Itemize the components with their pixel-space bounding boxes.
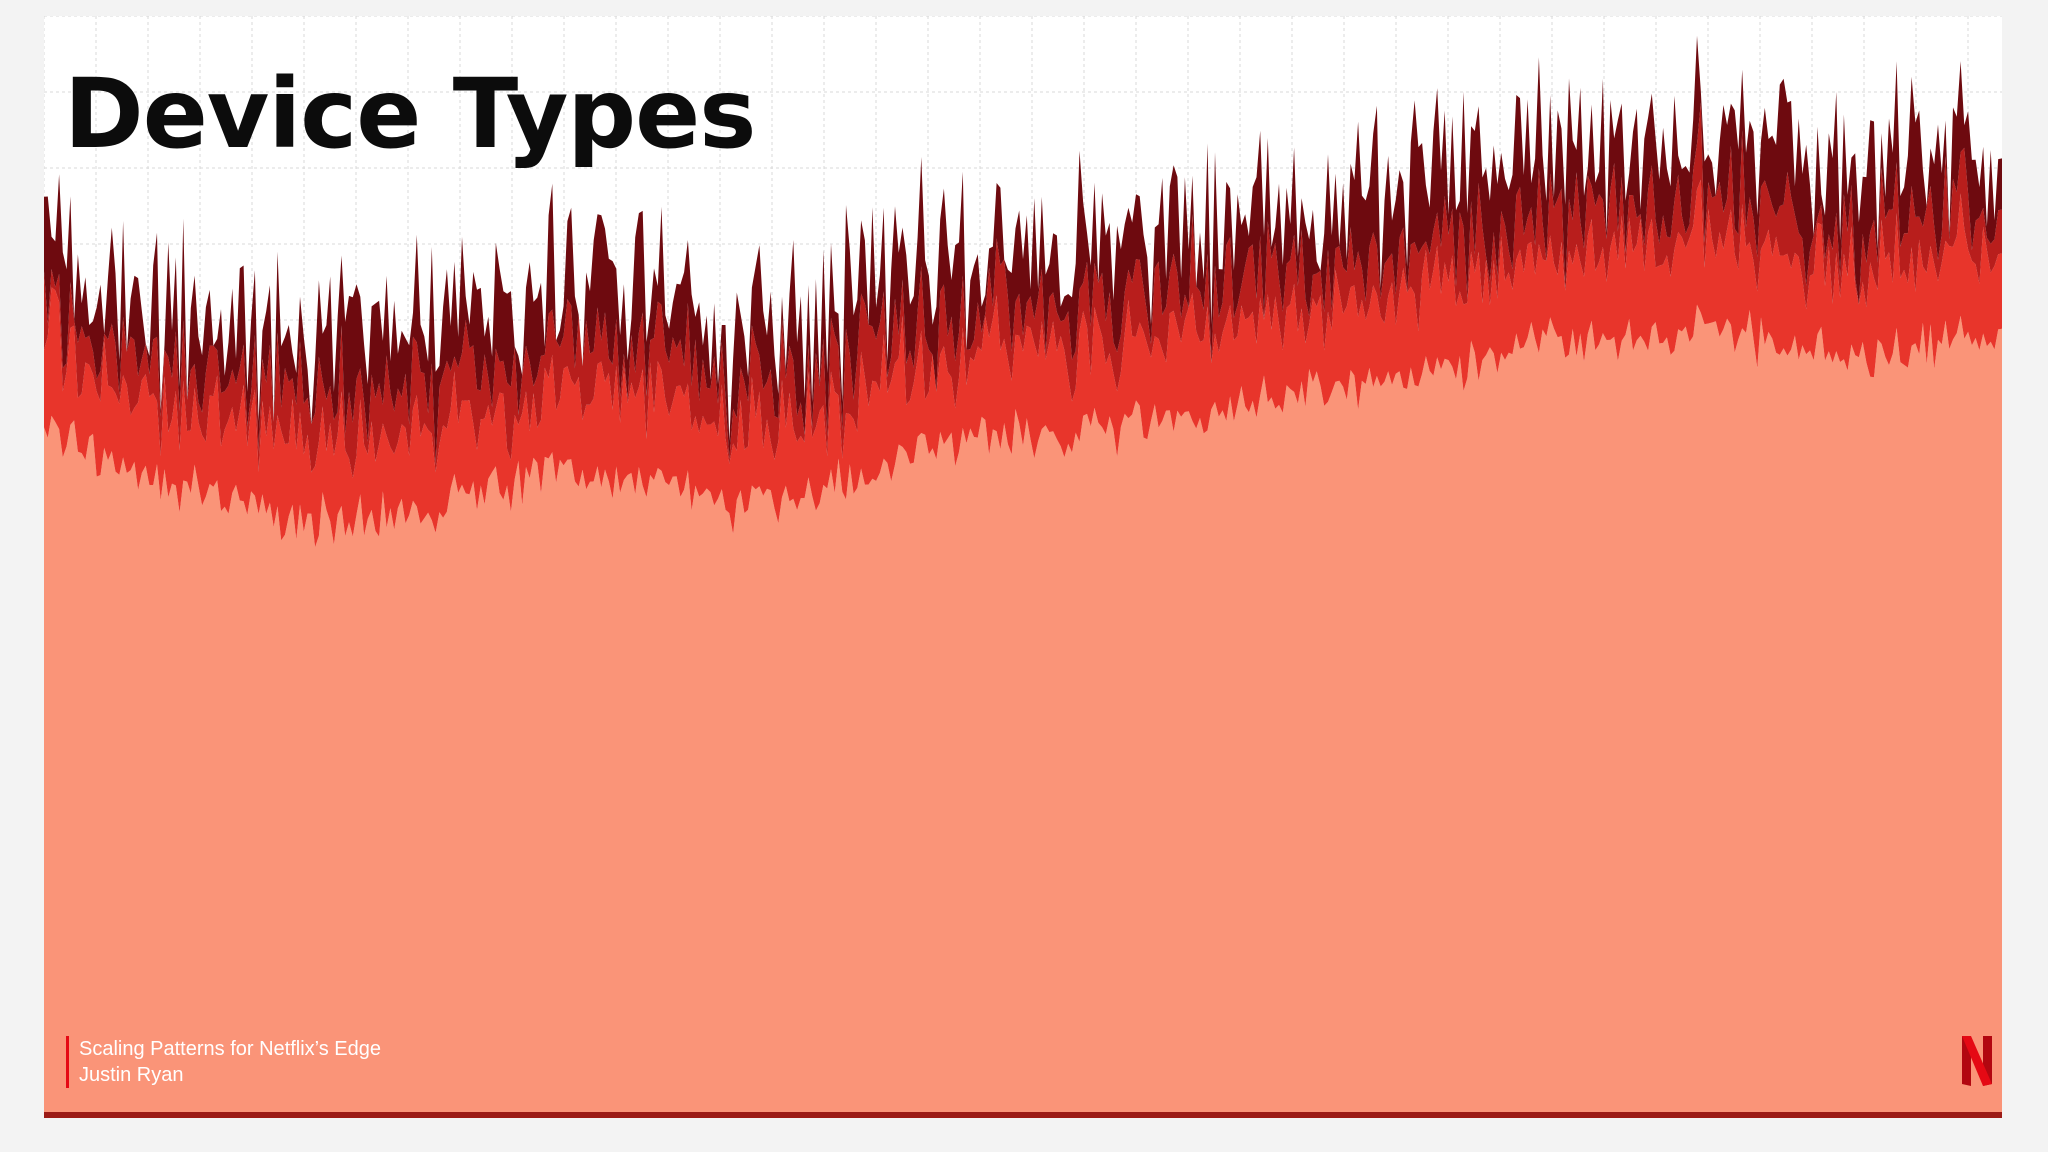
netflix-n-logo-icon xyxy=(1962,1036,1992,1086)
area-series-2 xyxy=(44,179,2002,548)
area-series-4 xyxy=(44,35,2002,465)
author-name: Justin Ryan xyxy=(79,1064,184,1086)
slide-title: Device Types xyxy=(64,58,756,170)
chart-series xyxy=(44,35,2002,1113)
x-axis-baseline xyxy=(44,1112,2002,1118)
slide-footer: Scaling Patterns for Netflix’s Edge Just… xyxy=(66,1036,381,1088)
area-series-1 xyxy=(44,304,2002,1113)
stacked-area-chart xyxy=(44,16,2002,1118)
talk-title: Scaling Patterns for Netflix’s Edge xyxy=(79,1038,382,1060)
